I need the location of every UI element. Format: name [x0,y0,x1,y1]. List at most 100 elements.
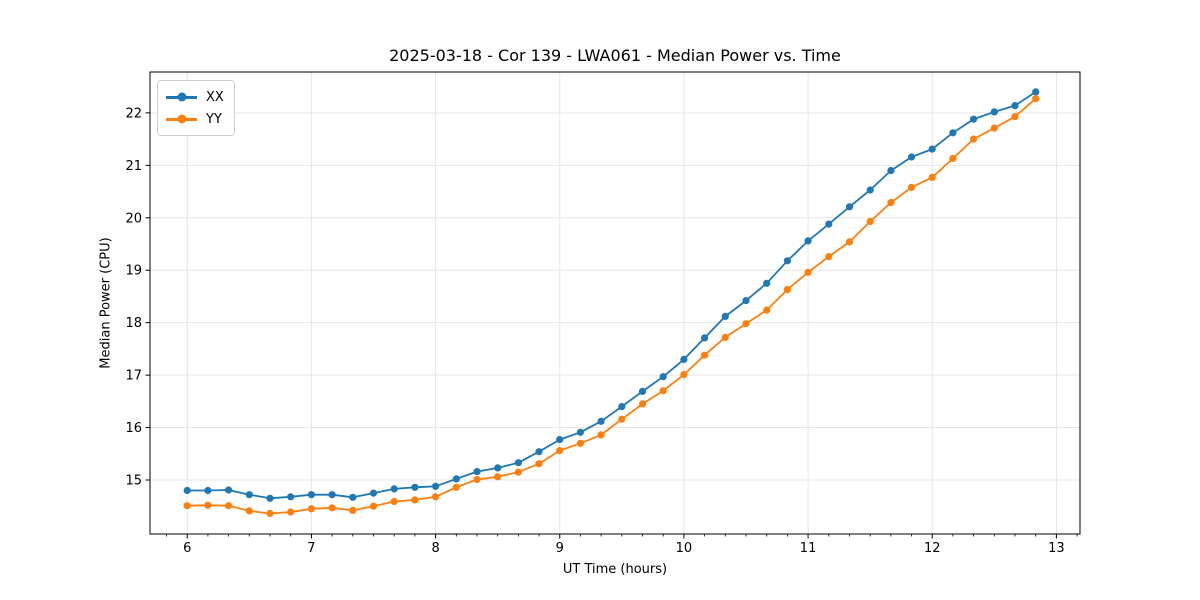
series-xx-marker [804,237,812,245]
series-yy-marker [701,351,709,359]
x-tick-label: 12 [924,541,941,556]
series-yy-marker [638,400,647,408]
series-xx-marker [990,108,998,116]
series-yy-marker [494,473,502,481]
series-yy-marker [618,415,626,423]
y-tick-label: 20 [125,211,142,226]
series-yy-marker [887,199,895,207]
series-xx-marker [1032,88,1040,96]
x-tick-label: 10 [676,541,693,556]
series-xx-line [187,91,1037,500]
legend-entry-xx: XX [166,86,224,108]
legend-label-yy: YY [206,111,222,127]
series-yy-marker [659,387,667,395]
series-yy-marker [804,268,812,276]
series-xx-marker [535,448,543,456]
series-yy-marker [225,502,233,510]
series-yy-marker [597,431,605,439]
series-yy-marker [390,497,398,506]
series-xx-marker [1011,102,1019,110]
series-yy-marker [742,320,750,328]
x-tick-label: 7 [307,541,315,556]
series-xx-marker [638,387,647,395]
legend-entry-yy: YY [166,108,224,130]
series-xx-marker [576,428,585,436]
y-tick-label: 16 [125,421,142,436]
series-yy-marker [535,460,543,468]
y-tick-label: 18 [125,316,142,331]
series-yy-marker [432,493,440,501]
series-xx-marker [928,145,936,153]
series-xx-marker [763,279,771,287]
series-xx-marker [887,167,895,175]
series-yy-marker [1032,95,1040,103]
x-axis-label: UT Time (hours) [562,562,668,577]
series-yy-marker [245,507,253,515]
series-xx-marker [680,355,688,363]
series-xx-marker [949,129,957,137]
series-yy-marker [680,371,688,379]
series-xx-marker [225,486,233,494]
x-tick-label: 11 [800,541,817,556]
series-yy-marker [204,501,212,509]
series-xx-marker [618,403,626,411]
series-yy-marker [1011,113,1019,121]
chart-title: 2025-03-18 - Cor 139 - LWA061 - Median P… [389,46,841,65]
series-yy-marker [287,508,295,516]
series-yy-marker [866,217,874,226]
series-xx-marker [328,491,336,499]
series-xx-marker [742,297,750,305]
y-tick-label: 17 [125,369,142,384]
x-tick-label: 8 [431,541,439,556]
x-tick-label: 6 [183,541,191,556]
series-xx-marker [452,475,460,483]
series-xx-marker [473,468,481,476]
series-yy-marker [307,505,315,513]
series-xx-marker [721,312,729,320]
series-xx-marker [287,493,295,501]
series-yy-marker [970,135,978,143]
series-yy-marker [763,306,771,314]
series-xx-marker [494,464,502,472]
series-xx-marker [390,485,398,493]
series-xx-marker [245,491,253,499]
series-xx-marker [970,115,978,123]
series-xx-marker [845,203,854,211]
series-yy-marker [411,496,419,504]
series-yy-marker [721,333,729,341]
series-yy-marker [845,238,854,246]
series-yy-marker [576,439,585,447]
series-xx-marker [701,334,709,342]
series-yy-marker [266,509,274,518]
series-yy-line [187,98,1037,515]
series-xx-marker [907,153,916,161]
series-yy-marker [907,183,916,191]
legend: XX YY [157,80,235,136]
series-yy-marker [514,468,523,476]
series-xx-marker [204,486,212,495]
series-xx-marker [659,373,667,381]
series-yy-marker [556,447,564,455]
y-tick-label: 19 [125,264,142,279]
legend-label-xx: XX [206,89,224,105]
series-xx-marker [783,257,792,265]
series-xx-marker [266,494,274,502]
series-xx-marker [349,493,357,501]
series-xx-marker [369,489,378,497]
series-yy-marker [328,504,336,512]
series-xx-marker [183,486,191,495]
plot-border [149,71,1081,535]
y-tick-label: 21 [125,159,142,174]
series-xx-marker [556,436,564,444]
series-xx-marker [411,483,419,491]
y-tick-label: 15 [125,473,142,488]
legend-line-marker-icon [166,92,197,102]
series-xx-marker [432,482,440,490]
series-yy-marker [473,475,481,484]
series-yy-marker [369,502,378,510]
x-tick-label: 13 [1048,541,1065,556]
legend-line-marker-icon [166,114,197,124]
series-xx-marker [825,220,833,228]
